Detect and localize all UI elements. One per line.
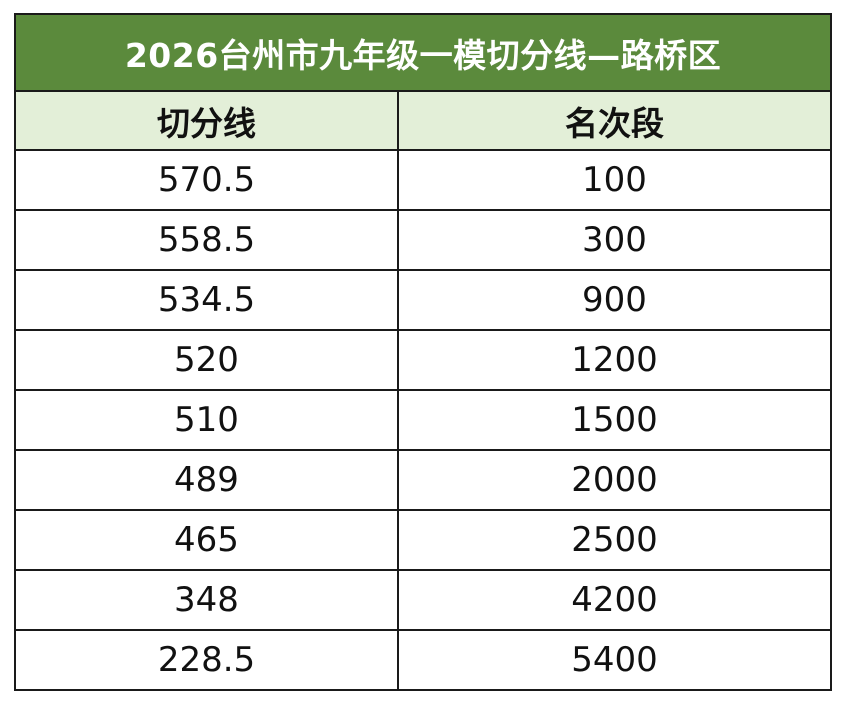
table-body: 570.5 100 558.5 300 534.5 900 520 1200 510 1500 48… [14, 149, 833, 691]
table-row: 510 1500 [14, 389, 833, 451]
score-table: 2026台州市九年级一模切分线—路桥区 切分线 名次段 570.5 100 558.… [13, 13, 833, 691]
table-row: 558.5 300 [14, 209, 833, 271]
table-row: 570.5 100 [14, 149, 833, 211]
table-row: 465 2500 [14, 509, 833, 571]
header-rank-range: 名次段 [396, 90, 833, 151]
title-row: 2026台州市九年级一模切分线—路桥区 [13, 13, 833, 92]
rank-range-cell: 4200 [396, 569, 833, 631]
rank-range-cell: 100 [396, 149, 833, 211]
cutoff-score-cell: 558.5 [14, 209, 399, 271]
table-row: 489 2000 [14, 449, 833, 511]
cutoff-score-cell: 534.5 [14, 269, 399, 331]
rank-range-cell: 300 [396, 209, 833, 271]
rank-range-cell: 5400 [396, 629, 833, 691]
cutoff-score-cell: 520 [14, 329, 399, 391]
cutoff-score-cell: 570.5 [14, 149, 399, 211]
cutoff-score-cell: 348 [14, 569, 399, 631]
table-row: 228.5 5400 [14, 629, 833, 691]
table-row: 520 1200 [14, 329, 833, 391]
score-table-container: 2026台州市九年级一模切分线—路桥区 切分线 名次段 570.5 100 558.… [13, 13, 833, 691]
table-row: 348 4200 [14, 569, 833, 631]
header-row: 切分线 名次段 [14, 90, 833, 151]
rank-range-cell: 1200 [396, 329, 833, 391]
header-cutoff-score: 切分线 [14, 90, 399, 151]
cutoff-score-cell: 228.5 [14, 629, 399, 691]
table-title: 2026台州市九年级一模切分线—路桥区 [13, 13, 833, 92]
cutoff-score-cell: 465 [14, 509, 399, 571]
cutoff-score-cell: 510 [14, 389, 399, 451]
rank-range-cell: 900 [396, 269, 833, 331]
table-row: 534.5 900 [14, 269, 833, 331]
cutoff-score-cell: 489 [14, 449, 399, 511]
rank-range-cell: 2000 [396, 449, 833, 511]
rank-range-cell: 2500 [396, 509, 833, 571]
rank-range-cell: 1500 [396, 389, 833, 451]
